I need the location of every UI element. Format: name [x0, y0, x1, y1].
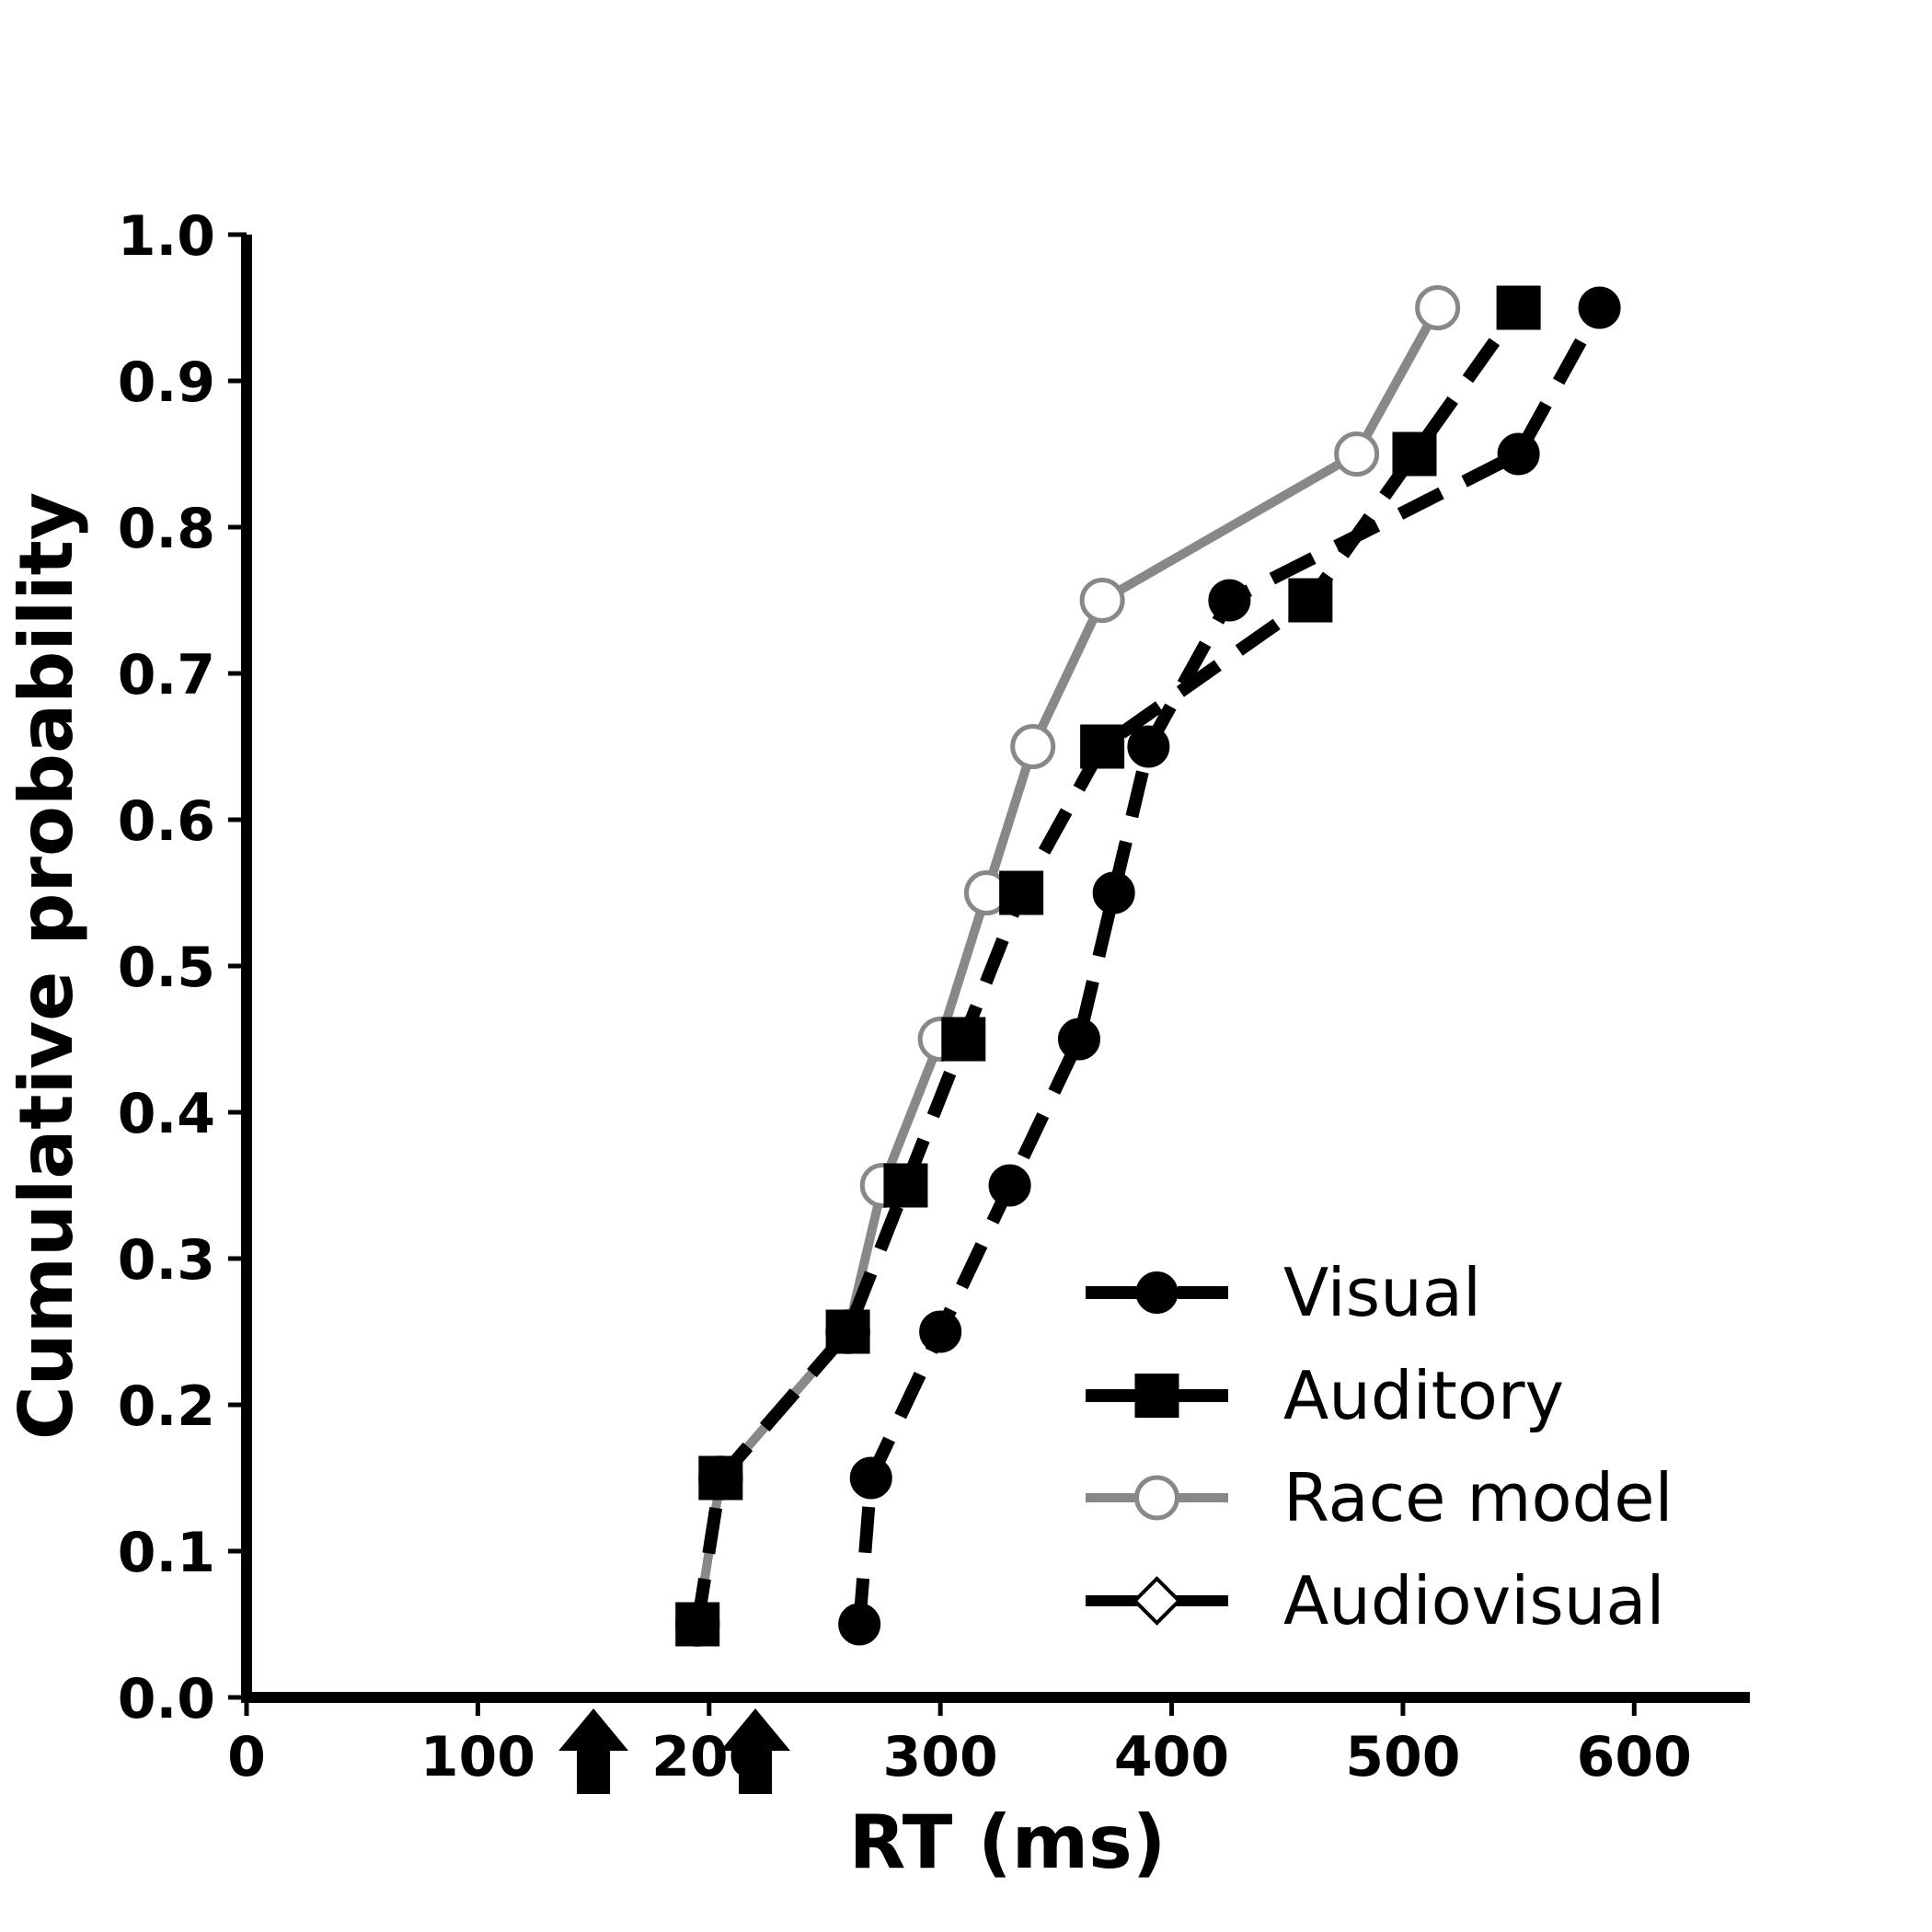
data-point-race-model	[1010, 724, 1056, 769]
data-point-auditory	[999, 870, 1044, 915]
y-axis-label: Cumulative probability	[4, 492, 89, 1440]
data-point-auditory	[1496, 285, 1541, 330]
x-tick-label: 500	[1345, 1725, 1460, 1789]
legend-marker	[1132, 1576, 1182, 1626]
plot-area: 0.00.10.20.30.40.50.60.70.80.91.00 100 200…	[4, 204, 1750, 1885]
y-tick-label: 0.0	[118, 1667, 215, 1731]
data-point-auditory	[1392, 431, 1437, 477]
data-point-race-model	[1079, 578, 1125, 623]
y-tick-label: 0.5	[118, 936, 215, 1000]
y-tick-label: 0.7	[118, 643, 215, 707]
y-tick-label: 0.1	[118, 1521, 215, 1585]
arrow-up-icon	[558, 1708, 629, 1794]
data-point-visual	[919, 1310, 962, 1353]
data-point-visual	[1578, 286, 1621, 329]
data-point-auditory	[698, 1455, 743, 1501]
y-tick-label: 0.3	[118, 1228, 215, 1293]
legend-label: Race model	[1283, 1459, 1673, 1536]
y-tick-label: 0.9	[118, 351, 215, 415]
data-point-race-model	[1334, 431, 1380, 477]
arrow-up-icon	[720, 1708, 791, 1794]
data-point-visual	[1127, 725, 1170, 768]
x-tick-label: 600	[1577, 1725, 1692, 1789]
x-axis-label: RT (ms)	[849, 1800, 1167, 1885]
y-tick-label: 0.8	[118, 497, 215, 561]
legend-label: Audiovisual	[1283, 1562, 1665, 1639]
legend-label: Visual	[1283, 1254, 1481, 1331]
data-point-auditory	[825, 1309, 870, 1354]
legend-marker	[1134, 1475, 1179, 1521]
x-tick-label: 0	[227, 1725, 266, 1789]
legend: Visual Auditory Race model Audiovisual	[1086, 1254, 1673, 1639]
data-point-race-model	[1415, 285, 1461, 330]
legend-label: Auditory	[1283, 1357, 1564, 1434]
data-point-auditory	[1080, 724, 1125, 769]
data-point-visual	[1497, 432, 1540, 476]
data-point-visual	[1208, 579, 1251, 622]
legend-marker	[1135, 1271, 1179, 1314]
y-tick-label: 1.0	[118, 204, 215, 269]
x-tick-label: 400	[1114, 1725, 1229, 1789]
data-point-visual	[838, 1603, 881, 1646]
y-tick-label: 0.4	[118, 1082, 215, 1146]
data-point-auditory	[941, 1017, 986, 1062]
y-tick-label: 0.6	[118, 789, 215, 854]
data-point-auditory	[1288, 578, 1333, 623]
data-point-auditory	[675, 1602, 720, 1647]
x-tick-label: 300	[883, 1725, 998, 1789]
data-point-visual	[1057, 1018, 1100, 1061]
series-line-visual	[853, 305, 1605, 1626]
data-point-visual	[1092, 871, 1135, 914]
legend-marker	[1134, 1374, 1179, 1418]
y-tick-label: 0.2	[118, 1374, 215, 1439]
data-point-visual	[849, 1456, 892, 1500]
data-point-auditory	[883, 1163, 928, 1208]
x-tick-label: 100	[420, 1725, 535, 1789]
data-point-visual	[988, 1164, 1031, 1207]
